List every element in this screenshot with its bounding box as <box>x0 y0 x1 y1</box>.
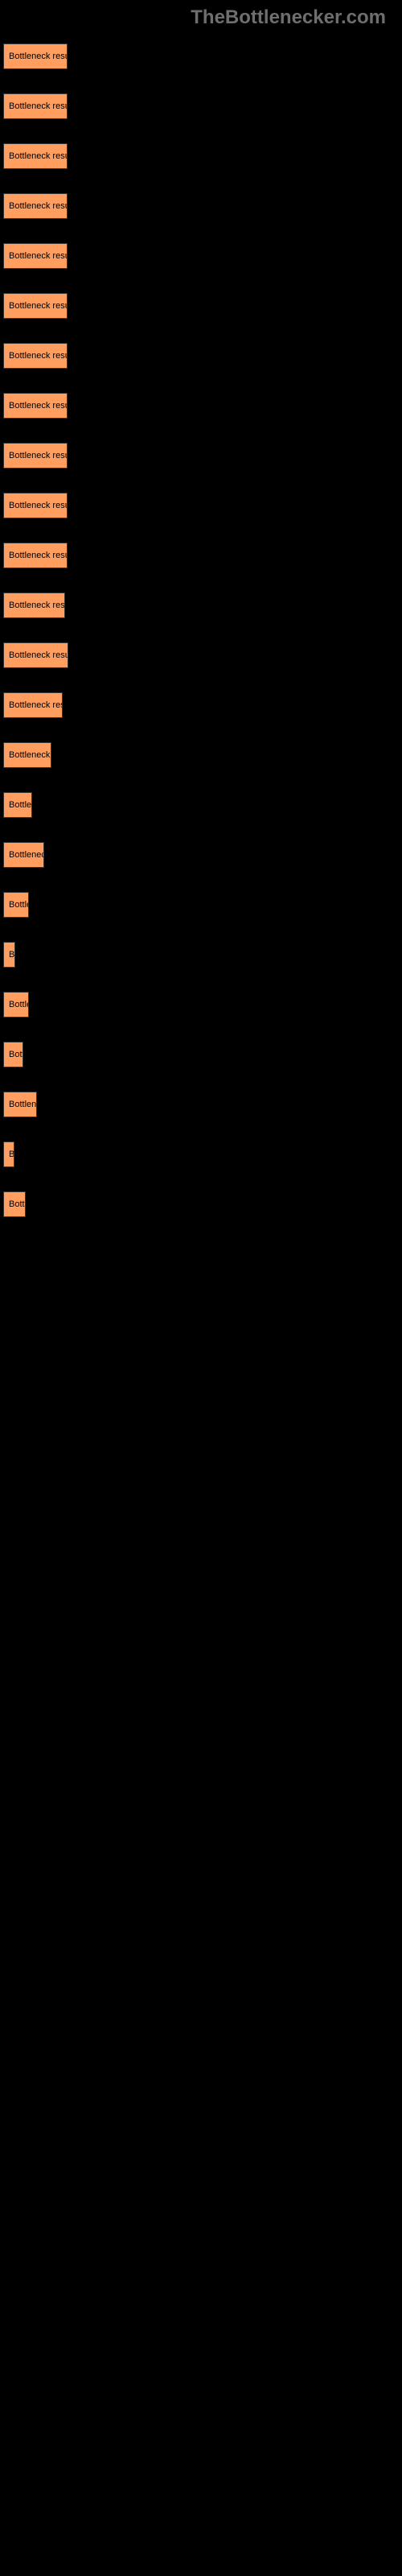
bottleneck-result-button-16[interactable]: Bottleneck <box>3 842 44 868</box>
bottleneck-result-button-18[interactable]: Bo <box>3 942 15 968</box>
bottleneck-result-button-7[interactable]: Bottleneck result <box>3 393 68 419</box>
buttons-container: Bottleneck result Bottleneck result Bottle… <box>0 35 402 1217</box>
bottleneck-result-button-12[interactable]: Bottleneck result <box>3 642 68 668</box>
bottleneck-result-button-13[interactable]: Bottleneck resu <box>3 692 63 718</box>
bottleneck-result-button-10[interactable]: Bottleneck result <box>3 543 68 568</box>
bottleneck-result-button-20[interactable]: Bott <box>3 1042 23 1067</box>
bottleneck-result-button-5[interactable]: Bottleneck result <box>3 293 68 319</box>
bottleneck-result-button-2[interactable]: Bottleneck result <box>3 143 68 169</box>
bottleneck-result-button-19[interactable]: Bottle <box>3 992 29 1018</box>
bottleneck-result-button-1[interactable]: Bottleneck result <box>3 93 68 119</box>
bottleneck-result-button-23[interactable]: Bottl <box>3 1191 26 1217</box>
site-header: TheBottlenecker.com <box>0 0 402 35</box>
site-title: TheBottlenecker.com <box>191 6 386 28</box>
bottleneck-result-button-8[interactable]: Bottleneck result <box>3 443 68 469</box>
bottleneck-result-button-0[interactable]: Bottleneck result <box>3 43 68 69</box>
bottleneck-result-button-22[interactable]: B <box>3 1141 14 1167</box>
bottleneck-result-button-4[interactable]: Bottleneck result <box>3 243 68 269</box>
bottleneck-result-button-11[interactable]: Bottleneck resul <box>3 592 65 618</box>
bottleneck-result-button-15[interactable]: Bottlen <box>3 792 32 818</box>
bottleneck-result-button-21[interactable]: Bottlene <box>3 1092 37 1117</box>
bottleneck-result-button-17[interactable]: Bottle <box>3 892 29 918</box>
bottleneck-result-button-6[interactable]: Bottleneck result <box>3 343 68 369</box>
bottleneck-result-button-14[interactable]: Bottleneck r <box>3 742 51 768</box>
bottleneck-result-button-3[interactable]: Bottleneck result <box>3 193 68 219</box>
bottleneck-result-button-9[interactable]: Bottleneck result <box>3 493 68 518</box>
